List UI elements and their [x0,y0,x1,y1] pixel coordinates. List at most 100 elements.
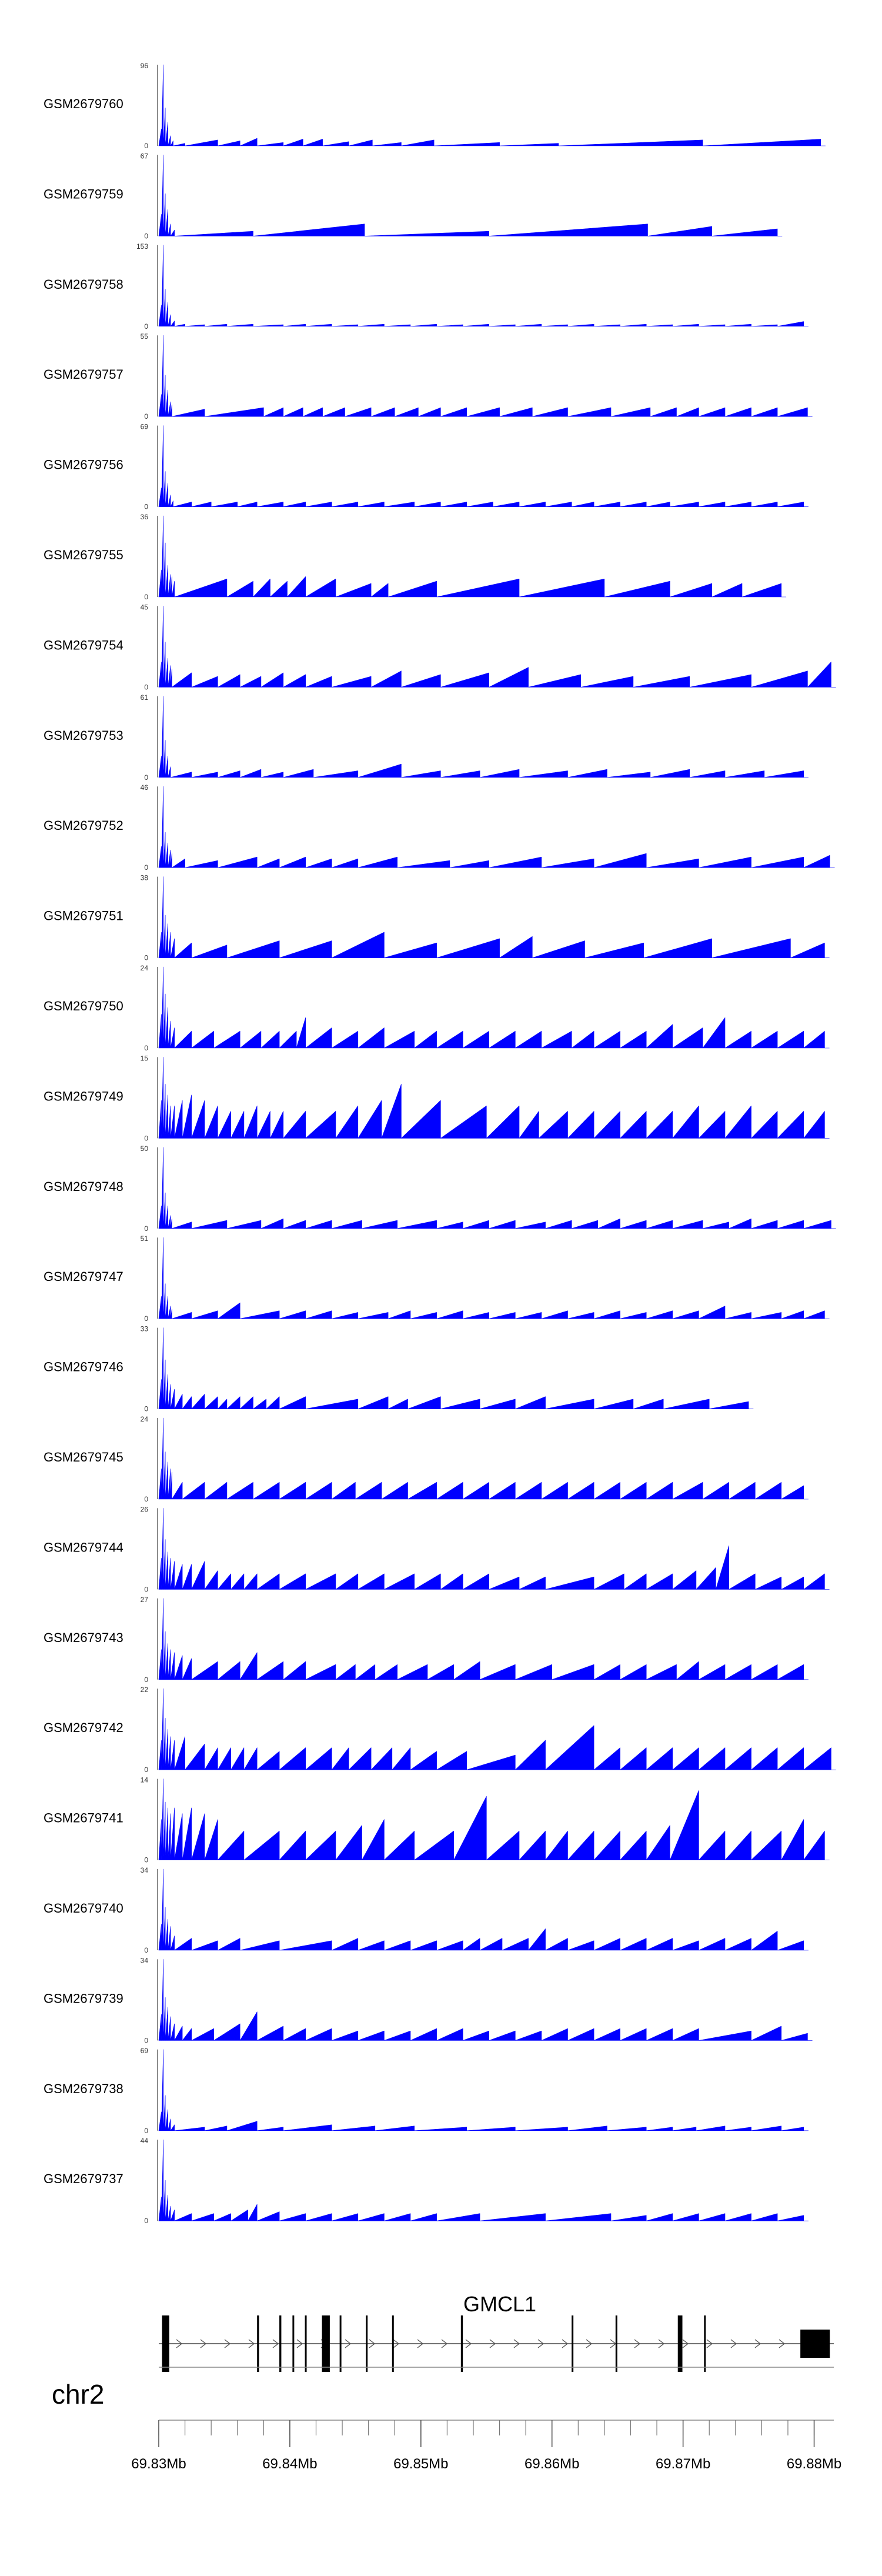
track-min-label: 0 [144,773,148,782]
strand-arrow-icon [176,2339,183,2348]
coverage-signal [158,64,826,146]
track-GSM2679746: GSM2679746 33 0 [44,1325,754,1413]
track-min-label: 0 [144,863,148,872]
track-max-label: 33 [141,1325,149,1333]
strand-arrow-icon [562,2339,569,2348]
coverage-signal [158,1778,830,1860]
track-max-label: 45 [141,603,149,611]
track-GSM2679749: GSM2679749 15 0 [44,1054,830,1142]
exon [572,2315,574,2372]
coverage-signal [158,1688,836,1770]
track-GSM2679760: GSM2679760 96 0 [44,62,826,150]
track-min-label: 0 [144,1405,148,1413]
track-GSM2679738: GSM2679738 69 0 [44,2047,808,2135]
track-max-label: 27 [141,1596,149,1604]
exon [392,2315,394,2372]
coverage-signal [158,1959,813,2041]
coverage-signal [158,1417,808,1500]
exon [366,2315,368,2372]
track-min-label: 0 [144,322,148,331]
track-GSM2679737: GSM2679737 44 0 [44,2137,808,2225]
track-min-label: 0 [144,2036,148,2044]
track-max-label: 24 [141,964,149,972]
track-min-label: 0 [144,232,148,240]
exon [704,2315,706,2372]
strand-arrow-icon [489,2339,496,2348]
coverage-signal [158,1508,830,1590]
track-GSM2679747: GSM2679747 51 0 [44,1234,830,1323]
strand-arrow-icon [658,2339,665,2348]
strand-arrow-icon [224,2339,231,2348]
coverage-tracks: GSM2679760 96 0 GSM2679759 67 0 GSM2679758 153 0… [44,62,836,2225]
track-max-label: 14 [141,1776,149,1784]
track-min-label: 0 [144,1946,148,1954]
track-GSM2679741: GSM2679741 14 0 [44,1776,830,1864]
track-min-label: 0 [144,1495,148,1503]
genome-axis: 69.83Mb 69.84Mb 69.85Mb 69.86Mb 69.87Mb 69.88… [131,2367,841,2472]
coverage-signal [158,2139,808,2221]
coverage-signal [158,155,783,236]
track-sample-label: GSM2679746 [44,1360,123,1374]
exon [460,2315,463,2372]
track-sample-label: GSM2679754 [44,638,123,652]
track-min-label: 0 [144,593,148,601]
coverage-signal [158,1237,830,1319]
track-sample-label: GSM2679738 [44,2081,123,2096]
track-GSM2679743: GSM2679743 27 0 [44,1596,808,1684]
exon [677,2315,683,2372]
track-GSM2679759: GSM2679759 67 0 [44,152,783,240]
gene-and-axis-panel: GMCL1 chr2 69.83Mb 69.84Mb 69.85Mb 69.86Mb 6… [52,2292,841,2472]
track-sample-label: GSM2679756 [44,458,123,472]
exon [305,2315,307,2372]
strand-arrow-icon [682,2339,689,2348]
exon [339,2315,342,2372]
strand-arrow-icon [634,2339,641,2348]
coverage-signal [158,786,835,868]
track-sample-label: GSM2679751 [44,909,123,923]
track-GSM2679751: GSM2679751 38 0 [44,874,830,962]
chromosome-label: chr2 [52,2379,104,2410]
tick-label: 69.87Mb [656,2456,710,2472]
track-sample-label: GSM2679740 [44,1901,123,1916]
track-min-label: 0 [144,954,148,962]
tick-label: 69.88Mb [787,2456,841,2472]
strand-arrow-icon [537,2339,544,2348]
exon [800,2330,830,2358]
strand-arrow-icon [369,2339,376,2348]
track-min-label: 0 [144,503,148,511]
track-sample-label: GSM2679747 [44,1269,123,1284]
coverage-signal [158,1868,808,1951]
track-min-label: 0 [144,1766,148,1774]
strand-arrow-icon [296,2339,303,2348]
strand-arrow-icon [586,2339,593,2348]
strand-arrow-icon [200,2339,207,2348]
track-GSM2679750: GSM2679750 24 0 [44,964,830,1052]
track-min-label: 0 [144,1585,148,1593]
coverage-signal [158,1147,836,1229]
track-max-label: 34 [141,1956,149,1964]
coverage-signal [158,245,808,327]
strand-arrow-icon [417,2339,424,2348]
exon [279,2315,282,2372]
track-sample-label: GSM2679755 [44,548,123,562]
track-GSM2679756: GSM2679756 69 0 [44,423,808,511]
track-sample-label: GSM2679743 [44,1630,123,1645]
track-sample-label: GSM2679745 [44,1450,123,1464]
strand-arrow-icon [513,2339,520,2348]
track-sample-label: GSM2679749 [44,1089,123,1103]
track-sample-label: GSM2679757 [44,367,123,382]
track-GSM2679739: GSM2679739 34 0 [44,1956,813,2044]
tick-label: 69.84Mb [262,2456,317,2472]
track-min-label: 0 [144,1044,148,1052]
tick-label: 69.85Mb [393,2456,448,2472]
coverage-signal [158,2049,808,2131]
track-max-label: 15 [141,1054,149,1062]
track-GSM2679748: GSM2679748 50 0 [44,1144,836,1233]
track-max-label: 69 [141,423,149,431]
track-min-label: 0 [144,412,148,421]
track-GSM2679742: GSM2679742 22 0 [44,1686,836,1774]
track-sample-label: GSM2679739 [44,1991,123,2006]
strand-arrow-icon [754,2339,761,2348]
track-sample-label: GSM2679752 [44,818,123,833]
exon [615,2315,617,2372]
